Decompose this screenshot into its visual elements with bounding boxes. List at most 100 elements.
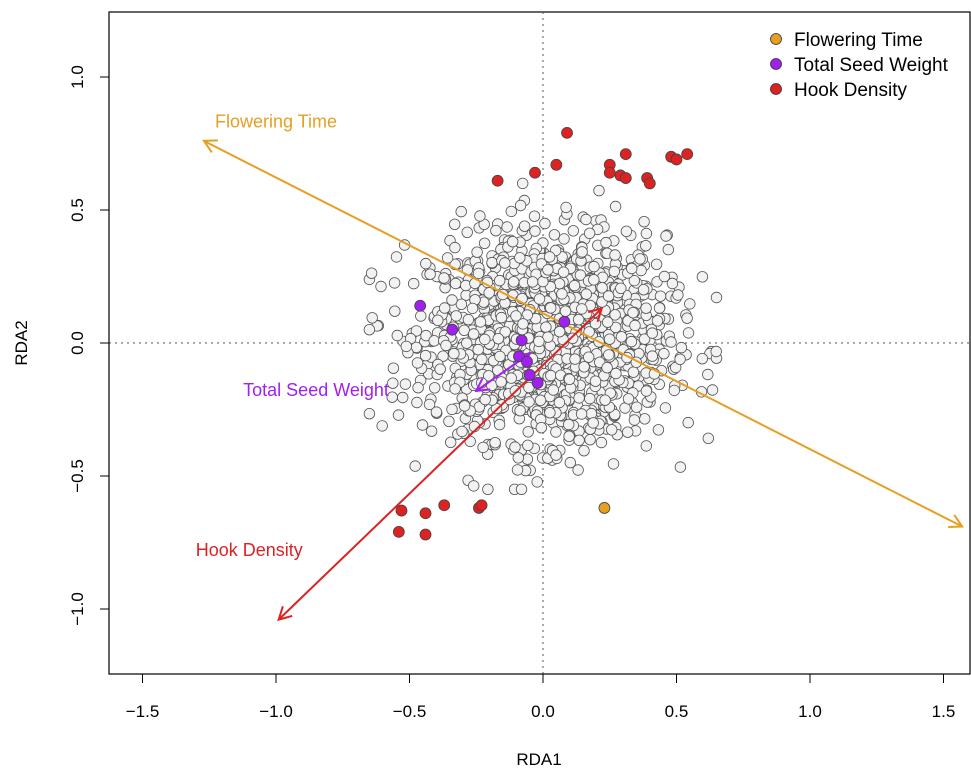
background-point (483, 287, 495, 299)
background-point (674, 461, 687, 473)
background-point (363, 324, 376, 336)
legend-label-hook-density: Hook Density (794, 80, 907, 101)
background-point (574, 269, 587, 281)
background-point (563, 430, 575, 443)
point-total-seed-weight (446, 323, 459, 336)
background-point (522, 439, 534, 452)
background-point (583, 227, 596, 240)
y-tick-label: 0.0 (68, 331, 87, 355)
background-point (446, 403, 458, 416)
background-point (416, 419, 429, 431)
background-point (392, 409, 405, 421)
background-point (445, 436, 457, 449)
background-point (397, 391, 409, 404)
x-tick-label: −1.5 (126, 702, 160, 721)
legend-marker-total-seed-weight (770, 58, 782, 70)
background-point (494, 350, 506, 363)
background-point (529, 225, 541, 237)
background-point (386, 391, 398, 403)
arrow-label-flowering-time: Flowering Time (215, 112, 337, 132)
background-point (507, 235, 519, 248)
background-point (492, 333, 505, 345)
background-point (550, 426, 562, 438)
background-point (455, 205, 467, 218)
x-axis: −1.5 −1.0 −0.5 0.0 0.5 1.0 1.5 (126, 673, 955, 721)
background-point (535, 422, 548, 434)
background-point (653, 302, 666, 314)
background-point (365, 267, 378, 279)
background-point (564, 456, 577, 469)
background-point (466, 302, 479, 315)
background-point (400, 340, 413, 353)
arrowhead-hook-density (277, 605, 293, 622)
point-total-seed-weight (515, 334, 528, 347)
point-hook-density (475, 499, 488, 512)
background-point (441, 252, 454, 264)
background-point (573, 434, 585, 447)
background-point (531, 476, 543, 488)
background-point (585, 407, 598, 420)
arrowhead-hook-density (587, 306, 604, 323)
background-point (505, 205, 518, 218)
background-point (455, 298, 468, 311)
background-point (601, 362, 613, 374)
background-point (544, 407, 556, 419)
background-point (568, 279, 581, 292)
background-point (523, 396, 535, 408)
background-point (482, 483, 494, 496)
background-point (514, 252, 526, 264)
background-point (458, 324, 470, 337)
background-point (438, 272, 450, 284)
arrowhead-flowering-time (948, 514, 965, 528)
background-point (479, 333, 491, 346)
background-point (640, 302, 652, 314)
arrow-label-hook-density: Hook Density (196, 540, 303, 560)
background-point (376, 420, 388, 432)
background-point (443, 415, 455, 428)
background-point (584, 392, 596, 405)
background-point (458, 400, 471, 412)
y-axis: −1.0 −0.5 0.0 0.5 1.0 (68, 65, 110, 626)
y-tick-label: 0.5 (68, 198, 87, 222)
arrow-label-total-seed-weight: Total Seed Weight (243, 380, 389, 400)
background-point (495, 376, 507, 388)
background-point (517, 318, 529, 330)
background-point (543, 251, 556, 263)
background-point (637, 284, 650, 296)
background-point (509, 441, 521, 453)
background-point (628, 274, 641, 287)
background-point (569, 353, 581, 365)
background-point (620, 225, 633, 238)
background-point (684, 298, 696, 310)
background-point (696, 271, 709, 283)
background-point (578, 361, 590, 373)
background-point (411, 357, 424, 369)
background-point (449, 383, 461, 395)
background-point (606, 424, 618, 436)
background-point (425, 425, 438, 437)
background-point (630, 401, 643, 413)
x-tick-label: −1.0 (259, 702, 293, 721)
y-axis-title: RDA2 (12, 320, 31, 365)
background-point (603, 333, 616, 345)
background-point (640, 227, 653, 240)
background-point (474, 210, 486, 222)
background-point (471, 246, 483, 258)
background-point (615, 282, 627, 295)
background-point (563, 373, 576, 386)
legend-marker-flowering-time (770, 33, 782, 45)
background-point (639, 413, 651, 425)
background-point (468, 480, 480, 492)
background-point (440, 339, 452, 352)
background-point (545, 302, 557, 314)
background-point (608, 265, 621, 278)
background-point (609, 249, 621, 261)
background-point (595, 436, 608, 449)
background-point (423, 398, 436, 411)
background-point (563, 418, 575, 431)
point-hook-density (681, 148, 694, 161)
x-tick-label: −0.5 (393, 702, 427, 721)
background-point (706, 384, 719, 396)
background-point (567, 225, 580, 237)
background-point (493, 418, 506, 431)
